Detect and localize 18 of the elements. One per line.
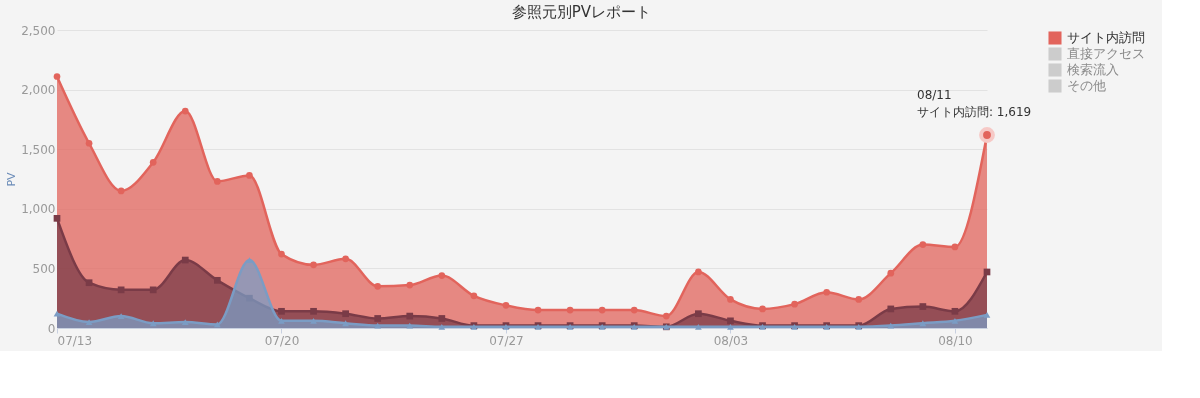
- y-tick-label: 2,500: [21, 23, 56, 38]
- x-tick-label: 07/27: [489, 333, 524, 348]
- x-tick-label: 07/13: [57, 333, 93, 348]
- y-tick-label: 500: [32, 261, 56, 276]
- x-tick-label: 08/03: [713, 333, 749, 348]
- x-tick-label: 08/10: [938, 333, 973, 348]
- y-tick-label: 2,000: [21, 83, 56, 98]
- y-tick-label: 1,000: [21, 202, 56, 217]
- legend-label: 直接アクセス: [1067, 46, 1145, 61]
- legend-label: サイト内訪問: [1067, 30, 1145, 45]
- annotation: 08/11 サイト内訪問: 1,619: [917, 88, 1032, 120]
- x-tick-label: 07/20: [264, 333, 300, 348]
- y-tick-label: 0: [47, 321, 56, 336]
- chart-title: 参照元別PVレポート: [511, 3, 651, 21]
- legend-label: 検索流入: [1067, 62, 1119, 77]
- y-tick-label: 1,500: [21, 142, 56, 157]
- y-axis-title: PV: [5, 171, 19, 187]
- legend-label: その他: [1067, 78, 1106, 93]
